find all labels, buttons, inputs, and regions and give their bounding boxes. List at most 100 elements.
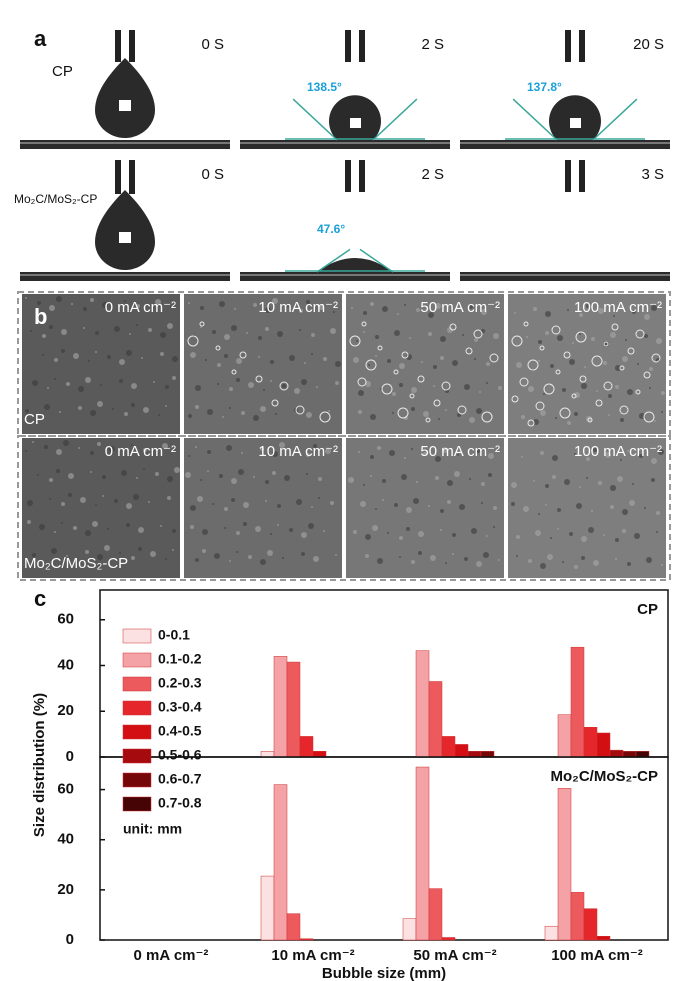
texture-dot xyxy=(59,411,61,413)
bubble xyxy=(555,369,561,375)
texture-dot xyxy=(306,300,310,304)
electrode-photo xyxy=(346,438,504,578)
texture-dot xyxy=(231,478,237,484)
texture-dot xyxy=(107,528,109,530)
texture-dot xyxy=(131,556,135,560)
bubble xyxy=(619,365,625,371)
texture-dot xyxy=(661,391,665,395)
texture-dot xyxy=(131,403,135,407)
texture-dot xyxy=(32,380,38,386)
texture-dot xyxy=(54,358,58,362)
texture-dot xyxy=(231,325,237,331)
texture-dot xyxy=(452,533,456,537)
texture-dot xyxy=(406,527,410,531)
texture-dot xyxy=(32,441,34,443)
texture-dot xyxy=(68,473,74,479)
tangent xyxy=(512,98,558,141)
texture-dot xyxy=(447,480,453,486)
legend-swatch xyxy=(122,628,152,644)
texture-dot xyxy=(423,452,427,456)
needle xyxy=(579,160,585,192)
texture-dot xyxy=(49,305,55,311)
tangent xyxy=(316,248,351,273)
sample-label: Mo₂C/MoS₂-CP xyxy=(24,555,128,572)
y-tick-label: 60 xyxy=(57,611,74,628)
bubble xyxy=(551,325,561,335)
texture-dot xyxy=(394,330,400,336)
bubble xyxy=(377,345,383,351)
bubble xyxy=(271,399,279,407)
texture-dot xyxy=(620,459,622,461)
texture-dot xyxy=(418,551,422,555)
texture-dot xyxy=(603,534,605,536)
texture-dot xyxy=(404,416,408,420)
bar xyxy=(428,888,443,941)
texture-dot xyxy=(555,417,557,419)
bubble xyxy=(563,351,571,359)
plot-frame xyxy=(99,756,669,941)
bubble xyxy=(393,369,399,375)
texture-dot xyxy=(416,308,420,312)
texture-dot xyxy=(131,444,133,446)
bar xyxy=(441,937,456,941)
texture-dot xyxy=(229,407,231,409)
bubble xyxy=(255,375,263,383)
bubble xyxy=(457,405,467,415)
panel-label: c xyxy=(34,586,46,611)
texture-dot xyxy=(591,337,595,341)
texture-dot xyxy=(97,554,103,560)
texture-dot xyxy=(306,473,308,475)
bubble xyxy=(587,417,593,423)
texture-dot xyxy=(656,531,658,533)
texture-dot xyxy=(547,554,553,560)
texture-dot xyxy=(100,384,102,386)
panel-label: b xyxy=(34,304,47,329)
droplet-highlight xyxy=(570,118,581,128)
bubble xyxy=(231,369,237,375)
substrate-shine xyxy=(240,274,450,276)
bubble xyxy=(349,335,361,347)
texture-dot xyxy=(279,442,285,448)
texture-dot xyxy=(258,356,260,358)
texture-dot xyxy=(219,301,225,307)
texture-dot xyxy=(313,556,319,562)
texture-dot xyxy=(562,388,566,392)
x-tick-label: 100 mA cm⁻² xyxy=(551,947,643,964)
texture-dot xyxy=(440,529,442,531)
texture-dot xyxy=(200,326,202,328)
texture-dot xyxy=(136,304,140,308)
texture-dot xyxy=(438,418,440,420)
texture-dot xyxy=(265,307,271,313)
contact-angle: 137.8° xyxy=(527,80,562,94)
texture-dot xyxy=(538,513,540,515)
texture-dot xyxy=(545,311,551,317)
tangent xyxy=(292,98,338,141)
bubble xyxy=(519,377,529,387)
texture-dot xyxy=(474,338,478,342)
current-label: 50 mA cm⁻² xyxy=(420,443,500,460)
needle xyxy=(359,160,365,192)
texture-dot xyxy=(569,359,575,365)
texture-dot xyxy=(299,329,301,331)
texture-dot xyxy=(380,388,382,390)
substrate xyxy=(460,140,670,149)
bar xyxy=(544,925,559,941)
texture-dot xyxy=(382,479,386,483)
texture-dot xyxy=(382,306,388,312)
texture-dot xyxy=(356,340,358,342)
texture-dot xyxy=(493,333,499,339)
texture-dot xyxy=(365,554,369,558)
texture-dot xyxy=(435,476,439,480)
bubble xyxy=(579,375,587,383)
texture-dot xyxy=(528,386,534,392)
texture-dot xyxy=(535,530,541,536)
texture-dot xyxy=(360,501,366,507)
texture-dot xyxy=(627,389,633,395)
bubble xyxy=(239,351,247,359)
texture-dot xyxy=(613,315,615,317)
texture-dot xyxy=(418,531,424,537)
texture-dot xyxy=(44,445,48,449)
texture-dot xyxy=(440,356,444,360)
texture-dot xyxy=(238,469,244,475)
texture-dot xyxy=(150,551,156,557)
